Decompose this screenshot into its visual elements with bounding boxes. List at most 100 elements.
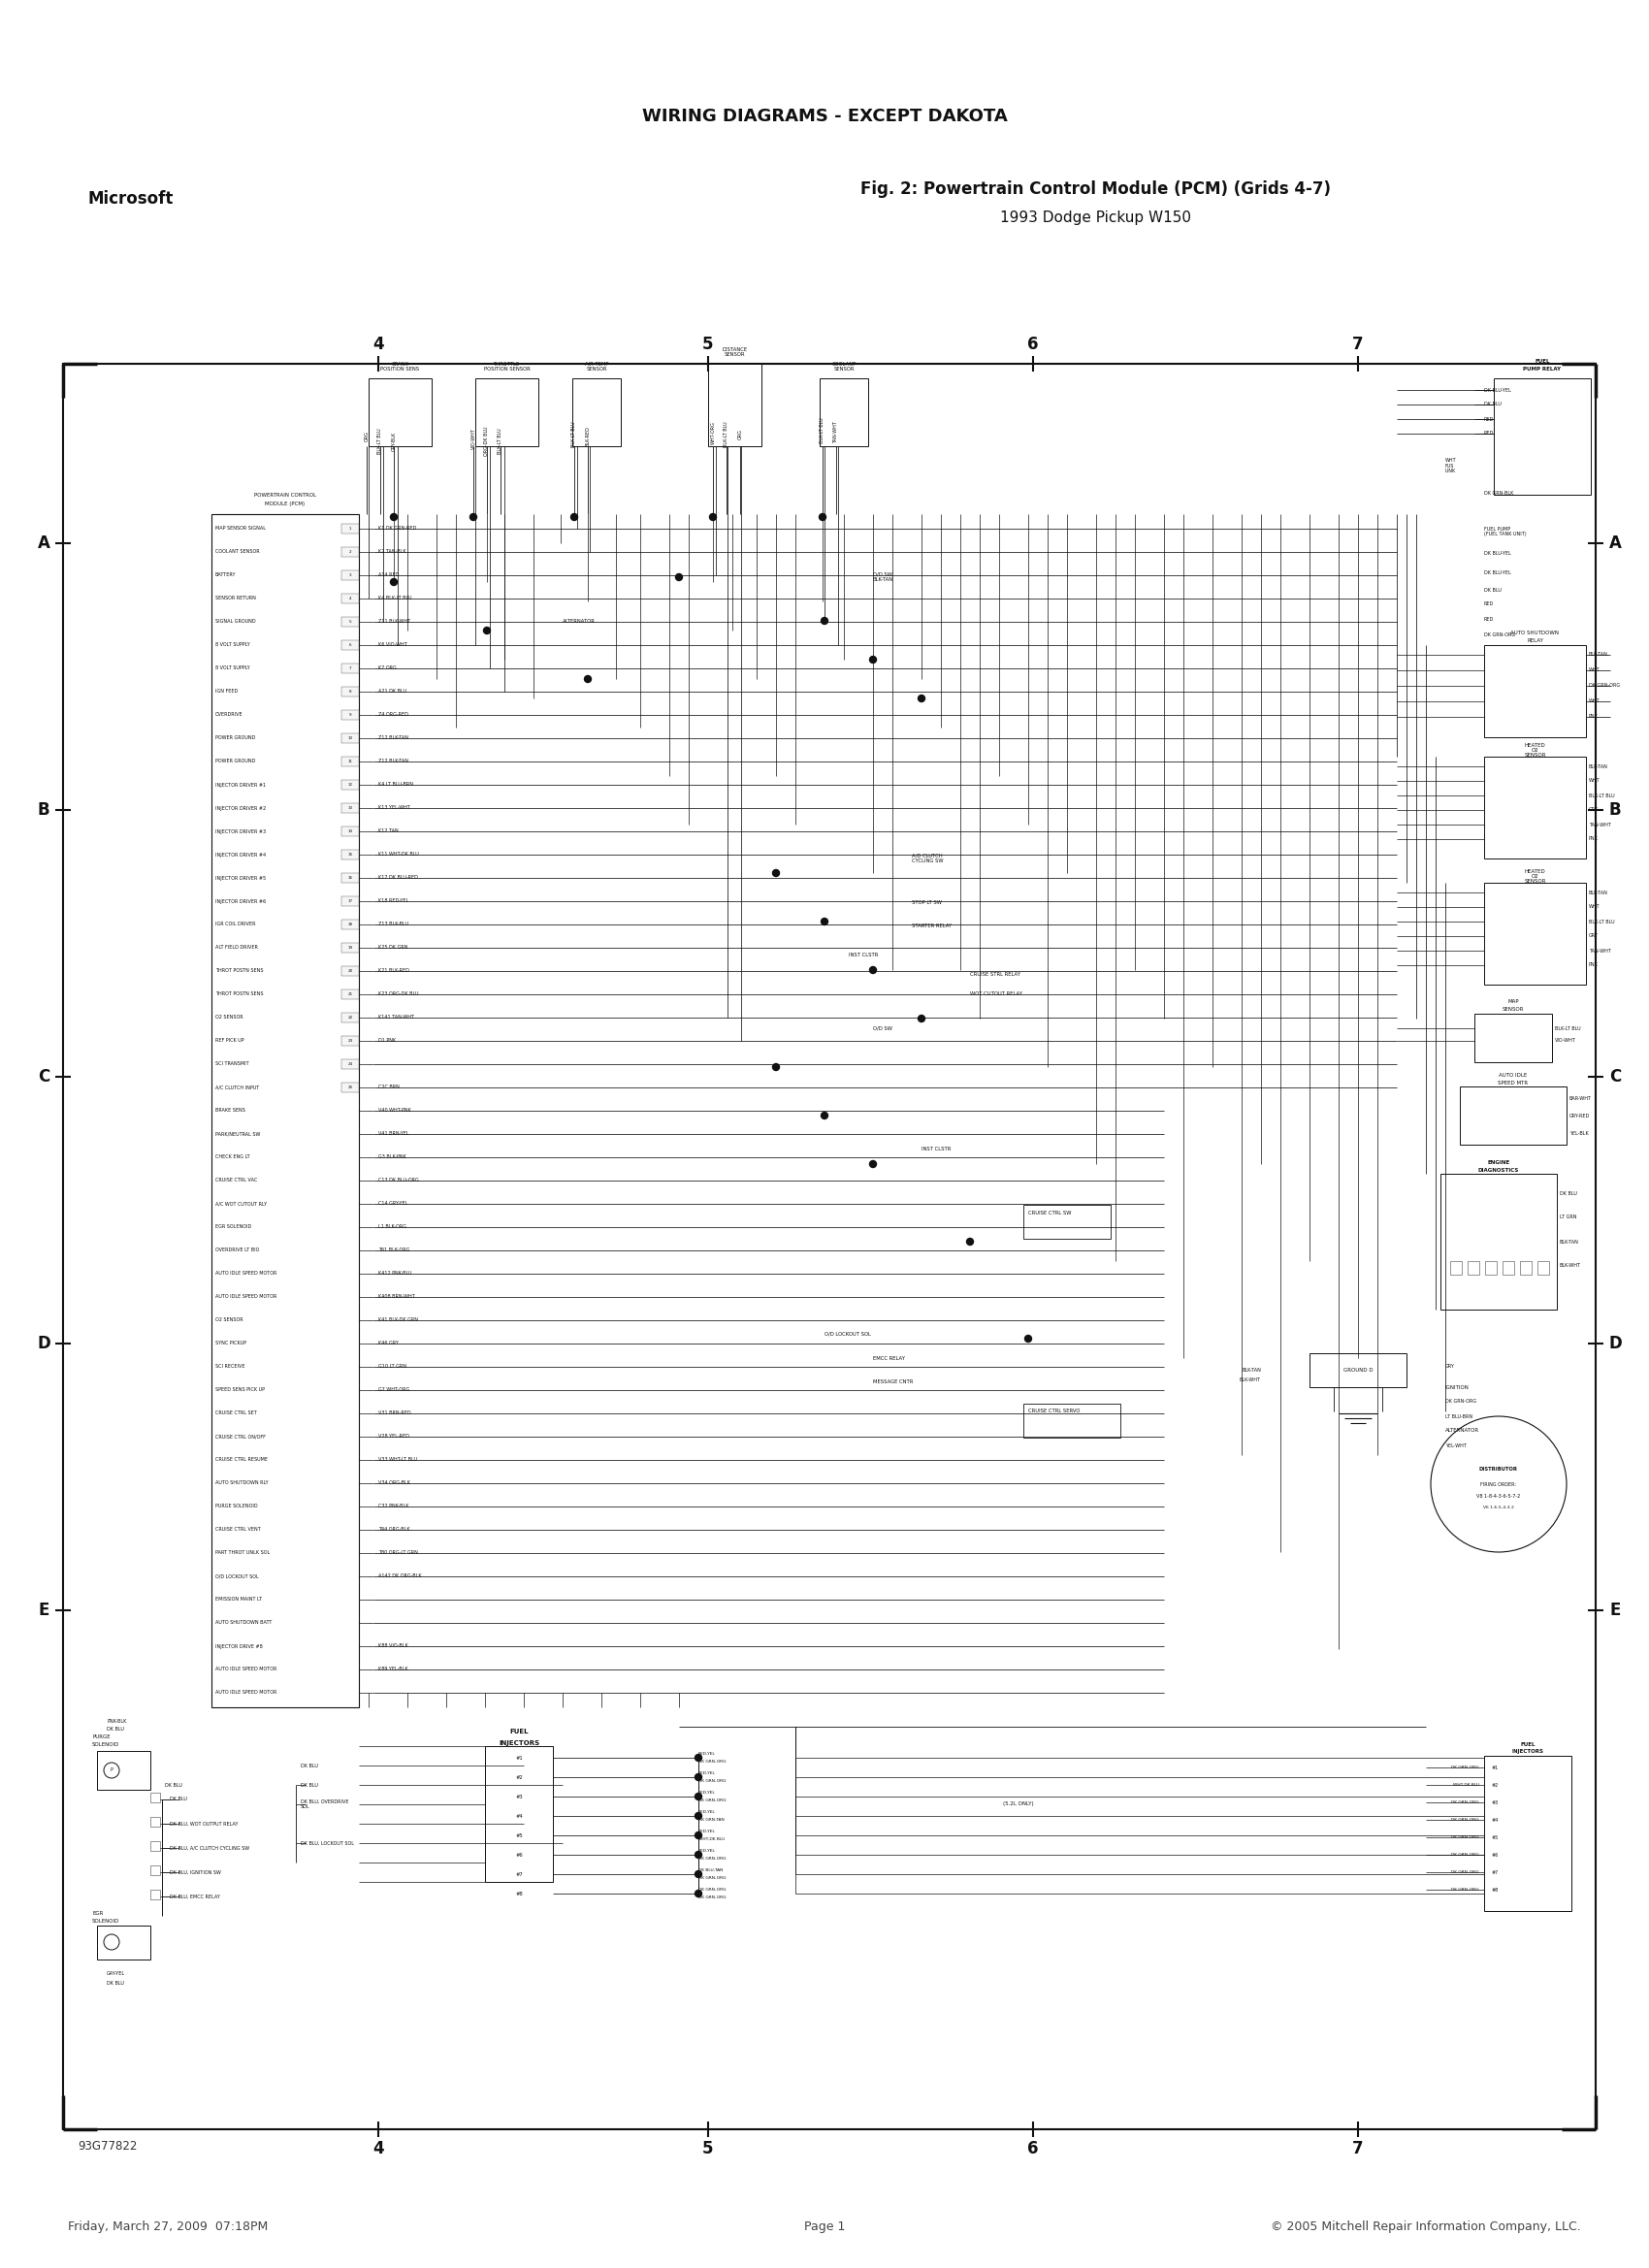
Text: #1: #1 [514, 1755, 523, 1760]
Text: C14 GRY-YEL: C14 GRY-YEL [378, 1202, 407, 1207]
Text: GROUND D: GROUND D [1344, 1368, 1374, 1372]
Bar [341, 547, 359, 558]
Text: DK BLU: DK BLU [170, 1796, 186, 1801]
Text: WOT CUTOUT RELAY: WOT CUTOUT RELAY [970, 991, 1022, 996]
Bar [341, 1082, 359, 1093]
Text: GAY-YEL: GAY-YEL [107, 1971, 125, 1975]
Bar [150, 1792, 160, 1803]
Bar [475, 379, 538, 447]
Text: 14: 14 [348, 830, 353, 832]
Text: C: C [38, 1068, 49, 1086]
Text: K88 VIO-BLK: K88 VIO-BLK [378, 1644, 407, 1649]
Text: AIR TEMP
SENSOR: AIR TEMP SENSOR [585, 361, 608, 372]
Text: RED-YEL: RED-YEL [699, 1792, 716, 1794]
Text: WHT: WHT [1590, 905, 1600, 909]
Text: E: E [1609, 1601, 1621, 1619]
Text: FUEL: FUEL [510, 1728, 528, 1735]
Text: 11: 11 [348, 760, 353, 764]
Text: 19: 19 [348, 946, 353, 950]
Circle shape [584, 676, 592, 683]
Text: 93G77822: 93G77822 [78, 2141, 137, 2152]
Text: A/D CLUTCH
CYCLING SW: A/D CLUTCH CYCLING SW [912, 853, 943, 864]
Circle shape [694, 1889, 702, 1896]
Text: Z11 BLK-WHT: Z11 BLK-WHT [378, 619, 411, 624]
Text: INJECTOR DRIVE #8: INJECTOR DRIVE #8 [216, 1644, 262, 1649]
Text: EGR SOLENOID: EGR SOLENOID [216, 1225, 251, 1229]
Bar [150, 1864, 160, 1876]
Text: ORG: ORG [364, 431, 369, 442]
Bar [1484, 1755, 1571, 1912]
Text: C32 PNK-BLK: C32 PNK-BLK [378, 1504, 409, 1508]
Text: RED-YEL: RED-YEL [699, 1810, 716, 1814]
Text: #8: #8 [514, 1892, 523, 1896]
Text: DK GRN-BLK: DK GRN-BLK [1484, 490, 1514, 494]
Circle shape [694, 1812, 702, 1819]
Text: DK BLU: DK BLU [300, 1783, 318, 1787]
Bar [150, 1817, 160, 1826]
Text: A142 DK ORG-BLK: A142 DK ORG-BLK [378, 1574, 422, 1579]
Text: BLK-LT BLU: BLK-LT BLU [572, 422, 577, 447]
Text: WHT: WHT [1590, 667, 1600, 674]
Text: SOLENOID: SOLENOID [92, 1919, 120, 1923]
Text: O/D SW: O/D SW [872, 1025, 892, 1030]
Text: B: B [1609, 801, 1621, 819]
Text: K46 GRY: K46 GRY [378, 1340, 399, 1345]
Text: PARK/NEUTRAL SW: PARK/NEUTRAL SW [216, 1132, 261, 1136]
Text: SENSOR: SENSOR [1502, 1007, 1524, 1012]
Text: DK GRN-ORG: DK GRN-ORG [699, 1887, 726, 1892]
Bar [97, 1751, 150, 1789]
Text: BAR-WHT: BAR-WHT [1570, 1095, 1591, 1100]
Text: CRUISE CTRL SET: CRUISE CTRL SET [216, 1411, 257, 1415]
Bar [1484, 758, 1586, 860]
Bar [63, 363, 1596, 2130]
Circle shape [869, 655, 876, 662]
Text: CRUISE STRL RELAY: CRUISE STRL RELAY [970, 973, 1021, 978]
Text: 23: 23 [348, 1039, 353, 1043]
Circle shape [821, 919, 828, 925]
Text: ALTERNATOR: ALTERNATOR [562, 619, 595, 624]
Text: 12: 12 [348, 782, 353, 787]
Bar [1502, 1261, 1514, 1275]
Text: DK GRN-ORG: DK GRN-ORG [699, 1778, 726, 1783]
Text: SPEED MTR: SPEED MTR [1497, 1080, 1529, 1084]
Text: Friday, March 27, 2009  07:18PM: Friday, March 27, 2009 07:18PM [68, 2220, 267, 2232]
Text: K408 BRN-WHT: K408 BRN-WHT [378, 1295, 416, 1300]
Text: 6: 6 [350, 644, 351, 646]
Text: 5: 5 [702, 336, 714, 354]
Text: GRY: GRY [1590, 934, 1598, 939]
Text: WHT-DK BLU: WHT-DK BLU [699, 1837, 724, 1842]
Text: PNK-BLK: PNK-BLK [107, 1719, 127, 1724]
Text: #2: #2 [514, 1776, 523, 1780]
Text: MESSAGE CNTR: MESSAGE CNTR [872, 1379, 914, 1386]
Text: O/D SW
BLK-TAN: O/D SW BLK-TAN [872, 572, 894, 583]
Text: 6: 6 [1027, 2141, 1039, 2157]
Text: K17 DK BLU-RED: K17 DK BLU-RED [378, 875, 417, 880]
Text: STOP LT SW: STOP LT SW [912, 900, 942, 905]
Text: AUTO IDLE SPEED MOTOR: AUTO IDLE SPEED MOTOR [216, 1667, 277, 1672]
Text: V28 YEL-RED: V28 YEL-RED [378, 1433, 409, 1440]
Text: 5: 5 [350, 619, 351, 624]
Text: A: A [1609, 535, 1621, 551]
Text: Fig. 2: Powertrain Control Module (PCM) (Grids 4-7): Fig. 2: Powertrain Control Module (PCM) … [861, 181, 1331, 197]
Text: 13: 13 [348, 805, 353, 810]
Bar [1449, 1261, 1461, 1275]
Text: DK BLU, OVERDRIVE
SOL: DK BLU, OVERDRIVE SOL [300, 1799, 348, 1810]
Circle shape [709, 513, 716, 519]
Text: DK GRN-ORG: DK GRN-ORG [699, 1876, 726, 1880]
Text: A21 DK BLU: A21 DK BLU [378, 689, 406, 694]
Bar [341, 524, 359, 533]
Text: 16: 16 [348, 875, 353, 880]
Text: G10 LT GRN: G10 LT GRN [378, 1365, 406, 1370]
Text: V41 BRN-YEL: V41 BRN-YEL [378, 1132, 409, 1136]
Text: L1 BLK-ORG: L1 BLK-ORG [378, 1225, 406, 1229]
Text: D: D [1608, 1336, 1621, 1352]
Text: DK GRN-ORG: DK GRN-ORG [1451, 1819, 1479, 1821]
Text: K1 DK GRN-RED: K1 DK GRN-RED [378, 526, 416, 531]
Text: CRUISE CTRL VAC: CRUISE CTRL VAC [216, 1177, 257, 1184]
Text: 7: 7 [1352, 336, 1364, 354]
Text: RED-YEL: RED-YEL [699, 1751, 716, 1755]
Text: EGR: EGR [92, 1912, 104, 1916]
Circle shape [918, 694, 925, 701]
Text: RED: RED [1484, 601, 1494, 608]
Text: E: E [38, 1601, 49, 1619]
